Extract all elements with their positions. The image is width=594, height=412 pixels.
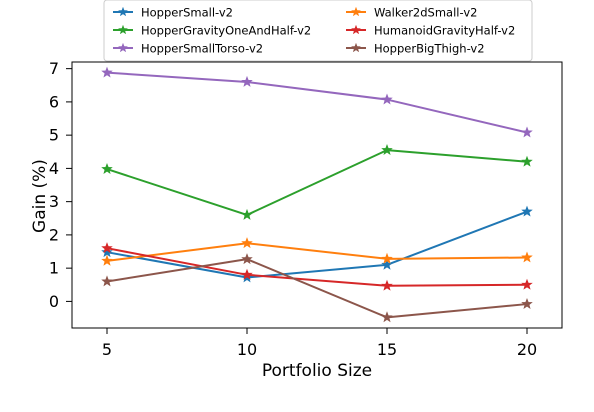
y-tick-label: 5 (49, 126, 59, 145)
legend-label: HopperSmallTorso-v2 (141, 42, 263, 56)
legend-item-hoppersmall-v2: HopperSmall-v2 (113, 6, 233, 20)
series-line-walker2dsmall-v2 (106, 242, 528, 262)
data-point (101, 66, 113, 78)
data-point (241, 208, 253, 220)
series-line-hoppersmalltorso-v2 (106, 71, 528, 134)
legend-item-humanoidgravityhalf-v2: HumanoidGravityHalf-v2 (346, 24, 515, 38)
y-tick-label: 4 (49, 159, 59, 178)
legend-label: HopperGravityOneAndHalf-v2 (141, 24, 311, 38)
legend-star-marker (117, 6, 129, 17)
legend-star-marker (117, 24, 129, 35)
x-tick-label: 20 (517, 340, 537, 359)
x-tick-label: 5 (102, 340, 112, 359)
y-tick-label: 7 (49, 59, 59, 78)
x-tick-label: 10 (237, 340, 257, 359)
legend-label: HumanoidGravityHalf-v2 (374, 24, 515, 38)
data-point (241, 268, 253, 280)
y-tick-label: 1 (49, 259, 59, 278)
data-point (101, 242, 113, 254)
y-axis-title: Gain (%) (30, 159, 50, 233)
data-point (101, 246, 113, 258)
data-point (241, 237, 253, 249)
legend-item-walker2dsmall-v2: Walker2dSmall-v2 (346, 6, 477, 20)
legend-star-marker (350, 42, 362, 53)
series-walker2dsmall-v2 (101, 237, 533, 266)
series-line-hopperbigthigh-v2 (106, 258, 528, 319)
legend-label: Walker2dSmall-v2 (374, 6, 477, 20)
x-axis-title: Portfolio Size (262, 361, 372, 381)
axis-ticks: 5 10 15 20 0 1 2 3 4 5 6 7 (49, 59, 537, 359)
data-point (241, 253, 253, 265)
data-point (521, 251, 533, 263)
data-point (241, 75, 253, 87)
series-line-humanoidgravityhalf-v2 (106, 247, 528, 287)
series-line-hoppergravityoneandhalf-v2 (106, 149, 528, 216)
data-point (521, 205, 533, 217)
y-tick-label: 3 (49, 192, 59, 211)
series-hoppersmall-v2 (101, 205, 533, 283)
data-point (521, 298, 533, 309)
series-humanoidgravityhalf-v2 (101, 242, 533, 291)
data-point (381, 279, 393, 291)
legend-item-hoppergravityoneandhalf-v2: HopperGravityOneAndHalf-v2 (113, 24, 311, 38)
series-hoppergravityoneandhalf-v2 (101, 144, 533, 220)
legend-label: HopperBigThigh-v2 (374, 42, 485, 56)
data-point (101, 254, 113, 266)
legend-star-marker (350, 6, 362, 17)
legend-label: HopperSmall-v2 (141, 6, 233, 20)
data-point (521, 155, 533, 167)
data-point (521, 126, 533, 138)
legend-box (103, 0, 533, 62)
data-point (381, 93, 393, 105)
series-hoppersmalltorso-v2 (101, 66, 533, 138)
data-point (381, 258, 393, 270)
data-point (381, 252, 393, 264)
data-point (101, 163, 113, 174)
series-layer (101, 66, 533, 323)
data-point (521, 278, 533, 290)
legend-star-marker (117, 42, 129, 53)
plot-area-frame (71, 61, 563, 329)
legend-item-hoppersmalltorso-v2: HopperSmallTorso-v2 (113, 42, 263, 56)
data-point (101, 275, 113, 287)
legend: HopperSmall-v2 Walker2dSmall-v2 HopperGrav… (103, 0, 533, 62)
series-hopperbigthigh-v2 (101, 253, 533, 323)
legend-item-hopperbigthigh-v2: HopperBigThigh-v2 (346, 42, 485, 56)
y-tick-label: 6 (49, 92, 59, 111)
y-tick-label: 2 (49, 225, 59, 244)
series-line-hoppersmall-v2 (106, 210, 528, 279)
x-tick-label: 15 (377, 340, 397, 359)
y-tick-label: 0 (49, 292, 59, 311)
data-point (381, 311, 393, 323)
data-point (381, 144, 393, 156)
legend-star-marker (350, 24, 362, 35)
